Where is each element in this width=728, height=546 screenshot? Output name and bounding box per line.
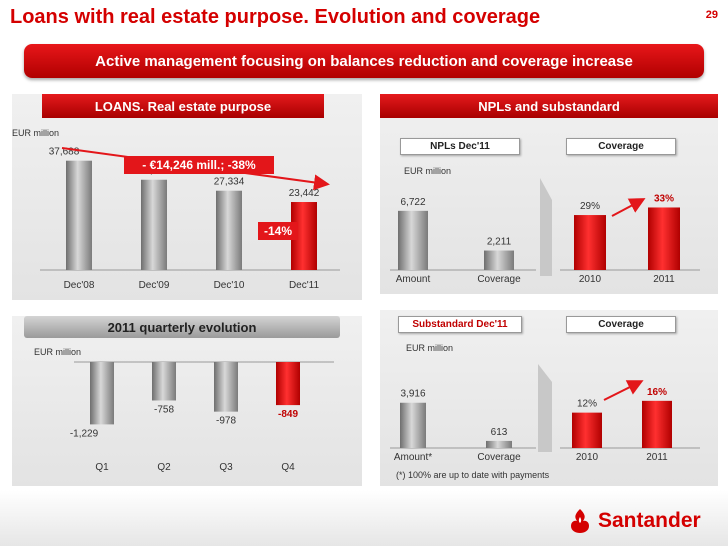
bar-1-3 [276,362,300,406]
value-label-4-1: 613 [491,427,508,438]
bar-1-1 [152,362,176,401]
quarterly-unit: EUR million [34,347,82,357]
bar-2-1 [484,250,514,270]
substandard-coverage-label: Coverage [566,316,676,333]
value-label-0-3: 23,442 [289,188,320,199]
bar-0-0 [66,160,92,270]
bar-3-1 [648,207,680,270]
bar-4-0 [400,402,426,448]
category-label-0-2: Dec'10 [214,280,245,291]
bar-1-2 [214,362,238,412]
value-label-4-0: 3,916 [400,389,425,400]
value-label-3-0: 29% [580,201,600,212]
value-label-0-2: 27,334 [214,177,245,188]
category-label-1-1: Q2 [157,462,171,473]
quarterly-panel [12,316,362,486]
category-label-4-1: Coverage [477,452,521,463]
category-label-5-0: 2010 [576,452,599,463]
bar-2-0 [398,210,428,270]
bar-5-1 [642,400,672,448]
value-label-3-1: 33% [654,193,674,204]
npl-box-label: NPLs Dec'11 [400,138,520,155]
value-label-0-0: 37,688 [49,147,80,158]
value-label-2-1: 2,211 [487,237,512,248]
santander-logo: Santander [568,508,701,534]
footnote: (*) 100% are up to date with payments [396,470,550,480]
loans-panel-header: LOANS. Real estate purpose [42,94,324,118]
category-label-5-1: 2011 [646,452,668,463]
bar-4-1 [486,440,512,448]
bar-1-0 [90,362,114,425]
category-label-3-1: 2011 [653,274,675,285]
headline-banner: Active management focusing on balances r… [24,44,704,78]
chevron-shape-top [540,178,552,276]
npl-coverage-arrow [611,198,646,217]
value-label-1-2: -978 [216,416,236,427]
quarterly-panel-header: 2011 quarterly evolution [24,316,340,338]
loans-unit: EUR million [12,128,60,138]
category-label-4-0: Amount* [394,452,432,463]
santander-wordmark: Santander [598,509,701,532]
bar-3-0 [574,215,606,270]
category-label-1-0: Q1 [95,462,109,473]
category-label-2-0: Amount [396,274,431,285]
value-label-5-1: 16% [647,387,667,398]
category-label-1-2: Q3 [219,462,233,473]
bar-0-2 [216,190,242,270]
value-label-1-3: -849 [278,409,298,420]
loans-total-callout: - €14,246 mill.; -38% [124,156,274,174]
npl-unit: EUR million [404,166,452,176]
category-label-1-3: Q4 [281,462,295,473]
value-label-1-1: -758 [154,404,174,415]
flame-icon [571,509,589,533]
category-label-0-0: Dec'08 [64,280,95,291]
value-label-1-0: -1,229 [70,428,99,439]
npl-coverage-label: Coverage [566,138,676,155]
footer-bar [0,490,728,546]
bar-5-0 [572,412,602,448]
value-label-2-0: 6,722 [400,197,425,208]
loans-last-callout: -14% [258,222,298,240]
npl-panel-header: NPLs and substandard [380,94,718,118]
page-number: 29 [705,9,718,21]
chevron-shape-bottom [538,364,552,452]
category-label-0-1: Dec'09 [139,280,170,291]
value-label-5-0: 12% [577,399,597,410]
substandard-unit: EUR million [406,343,454,353]
category-label-0-3: Dec'11 [289,280,320,291]
category-label-3-0: 2010 [579,274,602,285]
substandard-box-label: Substandard Dec'11 [398,316,522,333]
sub-coverage-arrow [603,380,644,401]
page-title: Loans with real estate purpose. Evolutio… [10,6,541,28]
bar-0-1 [141,179,167,270]
category-label-2-1: Coverage [477,274,521,285]
